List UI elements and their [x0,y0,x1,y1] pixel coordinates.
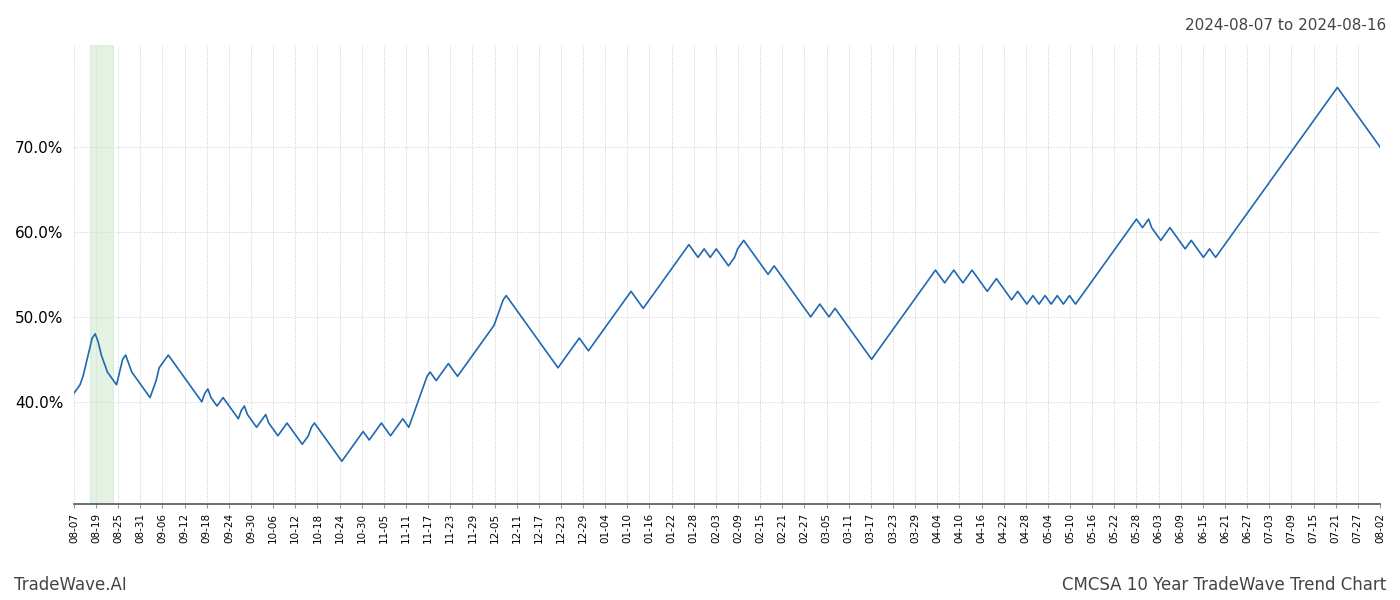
Bar [90,45,113,504]
Text: 2024-08-07 to 2024-08-16: 2024-08-07 to 2024-08-16 [1184,18,1386,33]
Text: CMCSA 10 Year TradeWave Trend Chart: CMCSA 10 Year TradeWave Trend Chart [1061,576,1386,594]
Text: TradeWave.AI: TradeWave.AI [14,576,127,594]
